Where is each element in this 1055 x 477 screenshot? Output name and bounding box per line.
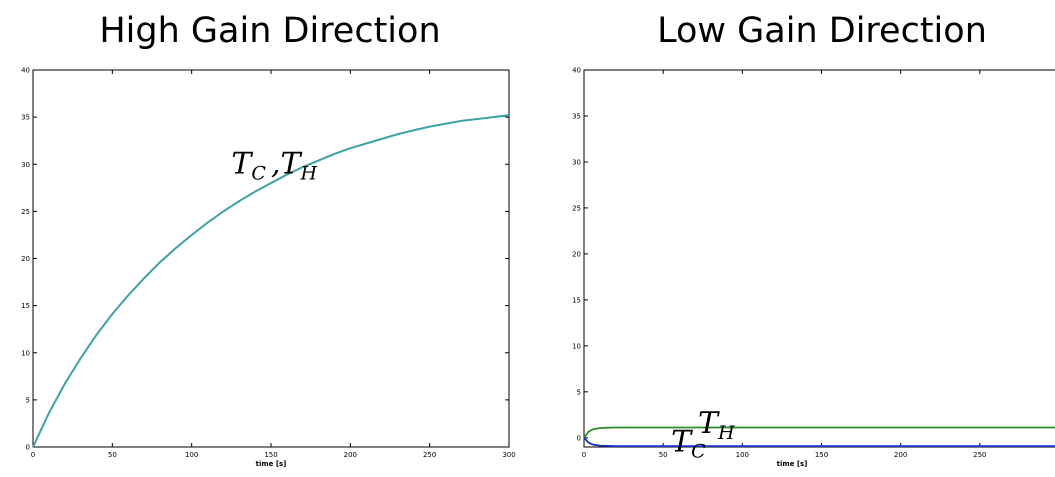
y-tick-label: 25: [572, 204, 581, 212]
y-tick-label: 20: [21, 255, 30, 263]
chart-title-left: High Gain Direction: [99, 11, 440, 51]
x-tick-label: 100: [185, 451, 198, 459]
x-tick-label: 250: [973, 451, 986, 459]
x-tick-label: 150: [264, 451, 277, 459]
x-tick-label: 300: [502, 451, 515, 459]
series-line-t-h: [32, 114, 510, 448]
x-tick-label: 200: [894, 451, 907, 459]
y-tick-label: 10: [21, 349, 30, 357]
y-tick-label: 30: [572, 158, 581, 166]
y-tick-label: 30: [21, 161, 30, 169]
y-tick-label: 20: [572, 250, 581, 258]
x-axis-label: time [s]: [256, 460, 287, 468]
y-tick-label: 15: [572, 296, 581, 304]
annotation-label: ,: [271, 147, 281, 182]
y-tick-label: 40: [21, 67, 30, 75]
y-tick-label: 5: [577, 388, 581, 396]
x-axis-label: time [s]: [777, 460, 808, 468]
chart-panel-low-gain: 0 50 100 150 200 250 0 5 10 15 20 25 30 35 40 time [s] T…: [572, 67, 1055, 468]
x-tick-label: 250: [423, 451, 436, 459]
annotation-label: TC: [671, 425, 706, 463]
chart-panel-high-gain: 0 50 100 150 200 250 300 0 5 10 15 20 25 30 35 40 time […: [21, 67, 516, 469]
y-tick-label: 5: [26, 396, 30, 404]
x-tick-label: 150: [815, 451, 828, 459]
x-tick-label: 200: [344, 451, 357, 459]
annotation-label: TH: [698, 406, 735, 444]
y-tick-label: 35: [21, 114, 30, 122]
series-line-t-c: [583, 437, 1055, 448]
x-tick-label: 0: [582, 451, 586, 459]
x-tick-label: 0: [31, 451, 35, 459]
plot-frame: [583, 69, 1055, 448]
chart-title-right: Low Gain Direction: [657, 11, 987, 51]
y-tick-label: 35: [572, 112, 581, 120]
x-tick-label: 50: [659, 451, 668, 459]
series-line-t-h: [583, 426, 1055, 439]
plot-frame: [32, 69, 510, 448]
y-tick-label: 0: [26, 444, 30, 452]
annotation-label: TH: [281, 147, 318, 185]
y-tick-label: 0: [577, 434, 581, 442]
y-tick-label: 15: [21, 302, 30, 310]
x-tick-label: 100: [736, 451, 749, 459]
y-tick-label: 25: [21, 208, 30, 216]
y-tick-label: 10: [572, 342, 581, 350]
x-tick-label: 50: [108, 451, 117, 459]
annotation-label: TC: [231, 147, 266, 185]
y-tick-label: 40: [572, 67, 581, 75]
